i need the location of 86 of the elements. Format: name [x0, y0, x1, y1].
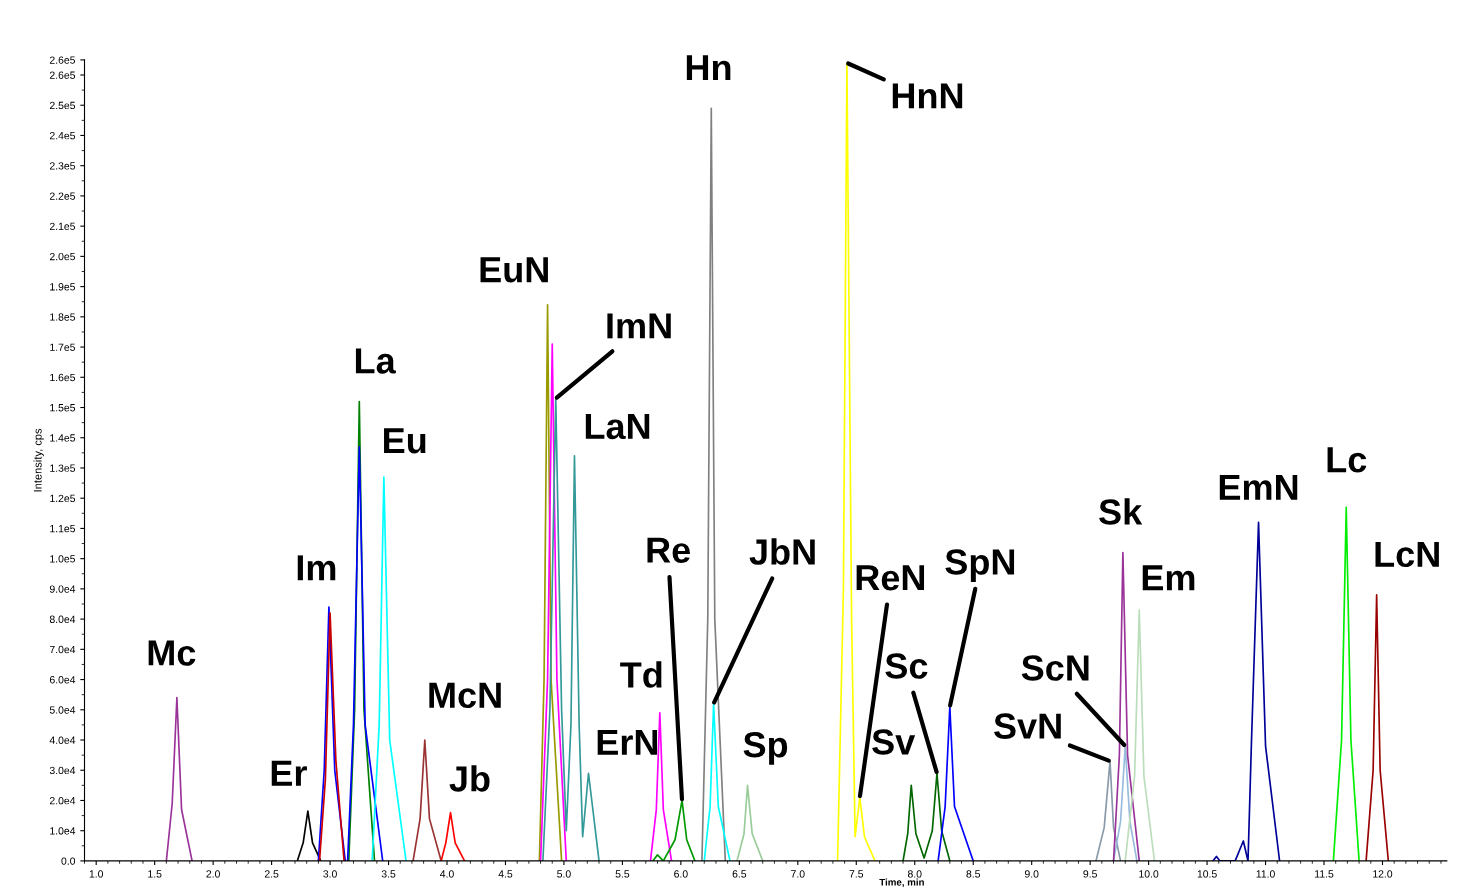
y-tick-label: 0.0 [61, 857, 76, 865]
annotation: LaN [585, 413, 650, 440]
x-tick-label: 9.5 [1083, 870, 1097, 878]
x-tick-label: 6.5 [732, 870, 747, 878]
x-axis-title: Time, min [879, 878, 924, 888]
y-tick-label: 1.6e5 [50, 373, 76, 382]
x-tick-label: 10.0 [1139, 870, 1159, 878]
y-tick-label: 8.0e4 [49, 615, 76, 623]
y-tick-label: 7.0e4 [49, 645, 76, 654]
y-tick-label: 2.1e5 [49, 222, 76, 231]
y-tick-label: 1.3e5 [50, 464, 76, 472]
annotation: Sv [872, 729, 916, 755]
y-tick-label: 4.0e4 [49, 736, 76, 744]
y-axis-title: Intensity, cps [33, 428, 44, 492]
annotation: Eu [384, 428, 426, 454]
x-tick-label: 8.5 [966, 870, 981, 878]
annotation: LcN [1375, 541, 1439, 568]
line-series [1212, 521, 1281, 861]
y-tick-label: 1.2e5 [50, 494, 76, 503]
y-tick-label: 2.3e5 [49, 162, 76, 170]
line-series [165, 696, 193, 861]
x-tick-label: 4.5 [498, 870, 513, 878]
annotation: EmN [1219, 474, 1298, 500]
annotation: SvN [994, 713, 1061, 739]
line-series [902, 772, 951, 861]
x-tick-label: 2.5 [264, 870, 279, 878]
y-tick-label: 1.5e5 [50, 404, 76, 412]
annotation: Hn [686, 55, 731, 81]
y-tick-label: 1.8e5 [50, 313, 76, 321]
annotation: La [355, 348, 396, 374]
x-tick-label: 1.0 [89, 870, 104, 878]
line-series [371, 476, 407, 861]
y-tick-label: 1.7e5 [50, 343, 76, 351]
annotation: Sp [743, 731, 788, 765]
y-tick-label: 1.4e5 [50, 434, 76, 442]
x-tick-label: 10.5 [1197, 870, 1217, 878]
y-tick-label: 6.0e4 [49, 676, 76, 684]
annotation: Mc [148, 640, 196, 666]
y-tick-label: 9.0e4 [49, 585, 76, 593]
x-tick-label: 9.0 [1024, 870, 1039, 878]
y-tick-label: 3.0e4 [49, 766, 76, 775]
annotation: Td [620, 661, 662, 688]
annotation: HnN [892, 83, 963, 109]
annotation: Sc [885, 653, 928, 679]
x-tick-label: 3.5 [381, 870, 396, 878]
annotation: Sk [1099, 498, 1143, 525]
x-tick-label: 5.5 [615, 870, 630, 878]
annotation: EuN [480, 257, 548, 283]
x-tick-label: 7.0 [791, 870, 805, 878]
annotation: Er [271, 760, 307, 786]
x-tick-label: 11.0 [1256, 870, 1275, 878]
y-tick-label: 2.6e5 [49, 71, 76, 79]
x-tick-label: 8.0 [907, 870, 922, 878]
annotation: ScN [1021, 655, 1089, 681]
y-tick-label: 1.9e5 [50, 283, 76, 291]
annotation: ReN [856, 565, 925, 591]
annotation: Re [647, 537, 691, 563]
y-tick-label: 5.0e4 [49, 706, 76, 714]
annotation: McN [429, 682, 501, 709]
line-series [651, 799, 696, 861]
x-tick-label: 7.5 [849, 870, 864, 878]
x-tick-label: 2.0 [206, 870, 220, 878]
annotation: Jb [449, 765, 490, 792]
y-tick-label: 2.4e5 [49, 131, 76, 140]
x-tick-label: 1.5 [148, 870, 162, 878]
y-tick-label: 1.0e4 [50, 827, 76, 835]
annotation: ImN [607, 313, 671, 339]
x-tick-label: 3.0 [323, 870, 337, 878]
y-tick-label: 1.0e5 [50, 555, 76, 563]
annotation: JbN [749, 538, 815, 565]
y-tick-label: 2.0e4 [49, 796, 76, 805]
y-tick-label: 2.0e5 [49, 252, 76, 261]
y-tick-label: 1.1e5 [50, 525, 76, 533]
y-tick-label: 2.6e5 [49, 56, 76, 64]
annotation: ErN [597, 729, 658, 755]
annotation: SpN [945, 549, 1015, 582]
annotation: Im [297, 555, 336, 581]
annotation: Em [1142, 565, 1195, 591]
y-tick-label: 2.2e5 [49, 192, 76, 200]
annotation: Lc [1327, 447, 1367, 473]
y-tick-label: 2.5e5 [49, 101, 76, 110]
x-tick-label: 11.5 [1315, 870, 1334, 878]
x-tick-label: 5.0 [557, 870, 571, 878]
x-tick-label: 6.0 [674, 870, 688, 878]
x-tick-label: 12.0 [1373, 870, 1393, 878]
x-tick-label: 4.0 [440, 870, 454, 878]
